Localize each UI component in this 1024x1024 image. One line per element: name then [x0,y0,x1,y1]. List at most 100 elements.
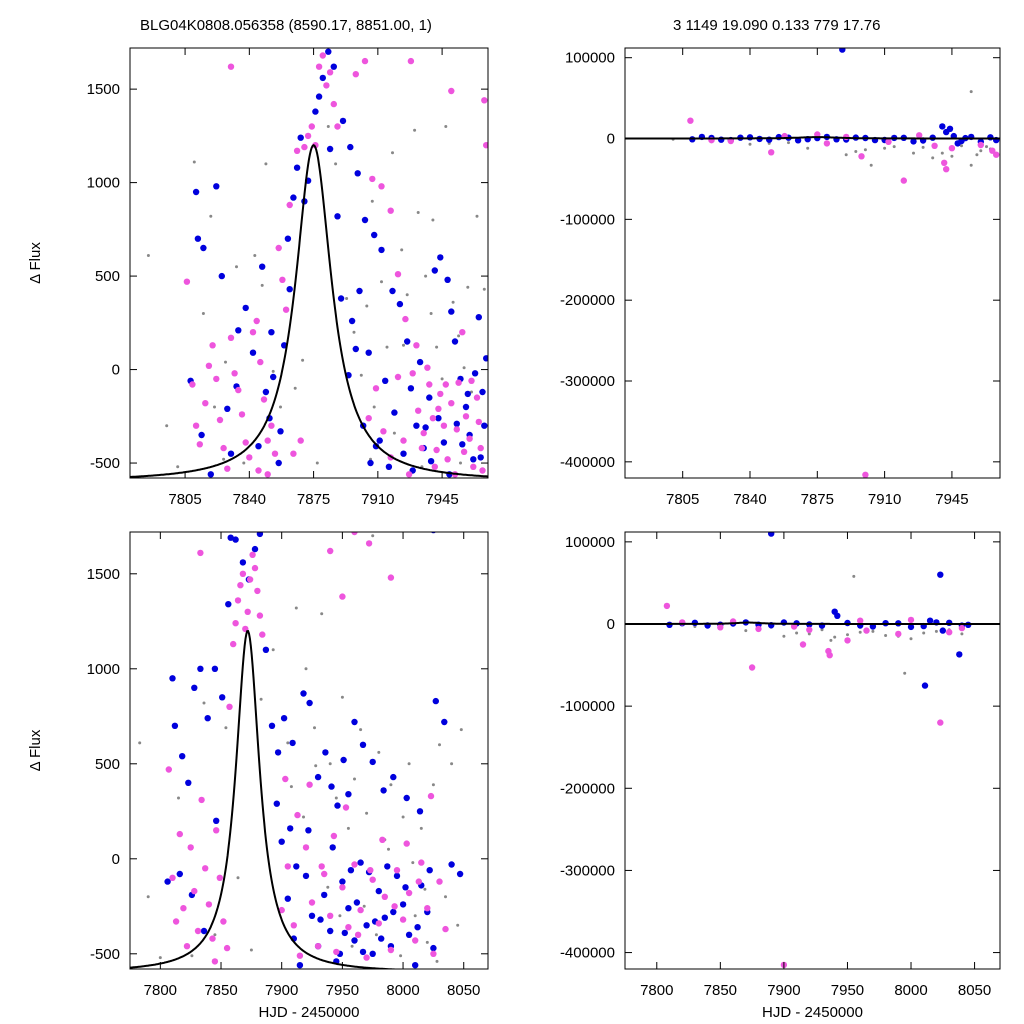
data-point [430,950,437,957]
data-point [470,456,477,463]
data-point [200,244,207,252]
data-point [431,463,438,470]
data-point [416,808,424,815]
data-point [271,450,279,457]
data-point [931,142,938,149]
data-point [351,861,358,868]
data-point [256,532,264,538]
data-point [378,246,385,254]
data-point [323,82,330,89]
bottom-right-data [625,532,1000,969]
data-point [313,726,316,730]
x-tick-label: 7900 [767,982,800,999]
data-point [213,817,220,824]
data-point [302,872,310,880]
data-point [895,630,902,638]
data-point [365,415,372,422]
data-point [372,443,380,450]
plot-frame [624,47,1001,479]
data-point [327,912,334,919]
data-point [466,285,470,289]
data-point [350,944,354,948]
data-point [314,943,322,950]
x-axis-label: HJD - 2450000 [259,1004,360,1021]
data-point [205,362,213,369]
data-point [329,844,336,851]
data-point [470,463,477,470]
y-tick-label: -300000 [560,862,615,879]
data-point [268,422,275,429]
data-point [282,775,289,783]
data-point [334,162,338,166]
data-point [172,918,180,925]
data-point [290,450,297,457]
data-point [275,459,282,467]
x-tick-label: 7850 [204,982,237,999]
data-point [381,893,388,900]
data-point [354,170,361,177]
x-tick-label: 7840 [733,491,766,508]
data-point [183,278,191,285]
data-point [146,254,150,257]
data-point [382,377,389,384]
data-point [345,905,352,912]
data-point [450,762,454,766]
data-point [359,948,367,956]
data-point [202,400,209,407]
data-point [177,796,180,800]
data-point [372,405,376,409]
data-point [255,467,262,474]
data-point [948,145,956,152]
data-point [833,635,837,639]
data-point [300,690,307,697]
data-point [242,304,249,312]
data-point [869,163,873,167]
data-point [394,271,402,278]
data-point [218,272,225,280]
data-point [354,931,362,938]
data-point [415,878,422,885]
data-point [369,758,376,766]
data-point [268,329,275,336]
data-point [394,373,402,381]
y-tick-label: 1000 [87,175,120,192]
data-point [286,286,293,293]
data-point [946,629,953,636]
data-point [369,950,376,957]
data-point [744,629,748,633]
data-point [249,329,257,336]
data-point [359,741,367,748]
data-point [424,364,431,371]
data-point [251,545,259,553]
data-point [259,631,266,638]
x-axis-label: HJD - 2450000 [762,1004,863,1021]
data-point [365,540,373,547]
data-point [483,355,488,362]
data-point [460,448,468,455]
data-point [289,739,296,747]
data-point [958,624,966,632]
data-point [205,901,213,908]
data-point [227,534,234,541]
data-point [419,826,423,830]
y-tick-label: 500 [95,756,120,773]
data-point [943,166,950,173]
y-tick-label: 100000 [565,534,615,551]
data-point [907,616,915,624]
data-point [213,183,220,190]
data-point [380,280,383,284]
data-point [479,467,486,474]
data-point [413,914,417,918]
data-point [456,870,464,878]
x-tick-label: 7805 [168,491,201,508]
data-point [192,160,196,164]
data-point [380,428,387,435]
data-point [224,405,231,412]
data-point [427,458,435,465]
data-point [423,887,427,891]
data-point [253,254,257,257]
data-point [768,149,775,156]
data-point [431,783,435,787]
data-point [371,534,375,538]
y-tick-label: 1500 [87,81,120,98]
